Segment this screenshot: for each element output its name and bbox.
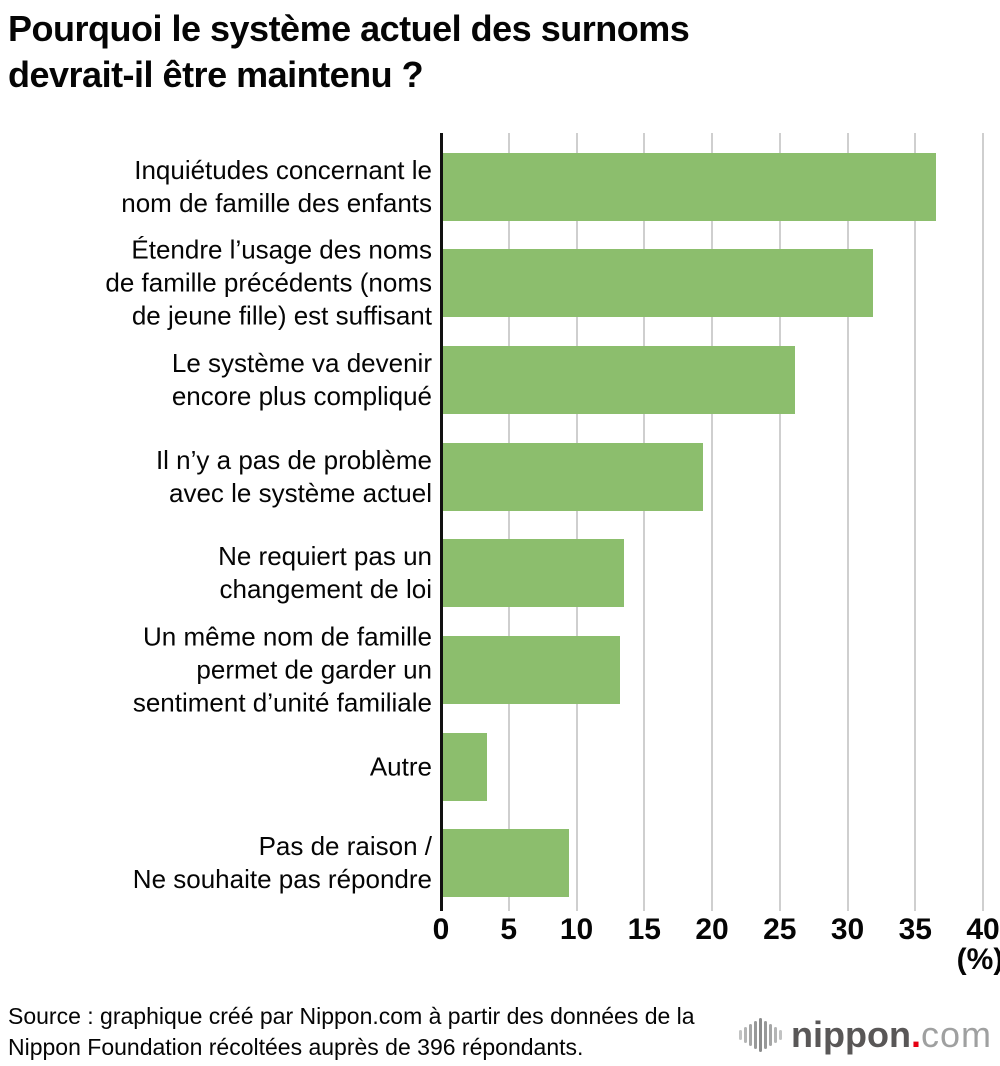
category-label-line: de jeune fille) est suffisant <box>131 300 432 331</box>
nippon-logo: nippon.com <box>739 1012 992 1058</box>
bar-6 <box>442 635 620 704</box>
bar-3 <box>442 346 795 414</box>
category-label-line: changement de loi <box>219 574 432 605</box>
category-label-line: Pas de raison / <box>258 831 432 862</box>
category-label-line: de famille précédents (noms <box>105 267 432 298</box>
category-label-line: Étendre l’usage des noms <box>131 234 432 265</box>
category-label-line: Autre <box>369 751 432 782</box>
logo-dot: . <box>910 1014 921 1055</box>
x-tick-label-25: 25 <box>763 913 797 946</box>
category-label-line: Un même nom de famille <box>143 621 432 652</box>
x-tick-label-5: 5 <box>500 913 518 946</box>
gridline-35 <box>914 133 917 911</box>
x-tick-label-0: 0 <box>432 913 450 946</box>
chart-title-line-2: devrait-il être maintenu ? <box>8 54 424 95</box>
category-label-1: Inquiétudes concernant le nom de famille … <box>0 154 432 220</box>
chart-title-line-1: Pourquoi le système actuel des surnoms <box>8 8 690 49</box>
gridline-25 <box>778 133 781 911</box>
gridline-10 <box>575 133 578 911</box>
x-tick-label-10: 10 <box>559 913 594 946</box>
category-label-line: sentiment d’unité familiale <box>132 687 432 718</box>
category-label-7: Autre <box>0 750 432 783</box>
bar-8 <box>442 829 569 898</box>
bar-5 <box>442 539 625 608</box>
y-axis-line <box>439 133 443 911</box>
x-tick-label-35: 35 <box>898 913 932 946</box>
category-label-line: avec le système actuel <box>168 477 432 508</box>
bar-1 <box>442 152 936 221</box>
x-tick-label-40: 40 <box>966 913 1000 946</box>
bar-2 <box>442 249 874 318</box>
category-label-line: Le système va devenir <box>171 348 432 378</box>
category-label-line: permet de garder un <box>196 654 432 685</box>
chart-title: Pourquoi le système actuel des surnoms d… <box>8 6 690 98</box>
x-axis-unit-label: (%) <box>956 943 1000 976</box>
category-label-line: encore plus compliqué <box>171 381 432 411</box>
waveform-bars-icon <box>739 1013 783 1057</box>
gridline-15 <box>643 133 646 911</box>
category-label-line: Ne souhaite pas répondre <box>132 864 432 895</box>
source-text: Source : graphique créé par Nippon.com à… <box>8 1001 695 1063</box>
gridline-40 <box>982 133 984 911</box>
source-text-line-1: Source : graphique créé par Nippon.com à… <box>8 1003 695 1029</box>
nippon-logo-text: nippon.com <box>791 1014 992 1056</box>
category-label-4: Il n’y a pas de problème avec le système … <box>0 444 432 510</box>
category-label-line: Inquiétudes concernant le <box>134 154 432 185</box>
category-label-3: Le système va devenir encore plus compliq… <box>0 347 432 413</box>
category-label-5: Ne requiert pas un changement de loi <box>0 540 432 606</box>
gridline-20 <box>711 133 713 911</box>
category-label-8: Pas de raison / Ne souhaite pas répondre <box>0 830 432 896</box>
gridline-5 <box>507 133 510 911</box>
category-label-6: Un même nom de famille permet de garder u… <box>0 620 432 719</box>
x-tick-label-30: 30 <box>830 913 865 946</box>
category-label-line: nom de famille des enfants <box>121 187 432 218</box>
category-label-2: Étendre l’usage des noms de famille précé… <box>0 234 432 333</box>
bar-7 <box>442 732 488 801</box>
x-tick-label-20: 20 <box>695 913 729 946</box>
logo-tld: com <box>920 1014 992 1055</box>
source-text-line-2: Nippon Foundation récoltées auprès de 39… <box>8 1034 584 1060</box>
category-label-line: Ne requiert pas un <box>218 541 432 572</box>
gridline-30 <box>846 133 849 911</box>
category-label-line: Il n’y a pas de problème <box>155 444 432 475</box>
bar-4 <box>442 442 703 511</box>
logo-brand: nippon <box>791 1014 911 1055</box>
x-tick-label-15: 15 <box>627 913 661 946</box>
